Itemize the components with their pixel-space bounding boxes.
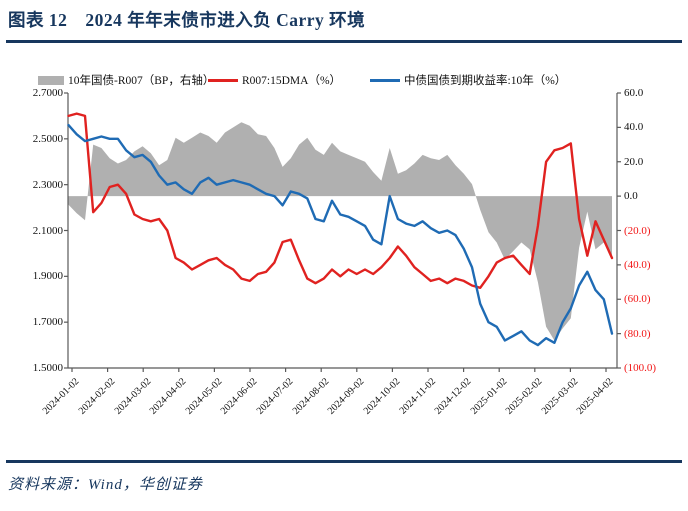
- left-axis-tick-label: 1.9000: [32, 270, 63, 283]
- red-line-swatch: [208, 78, 238, 82]
- source-note: 资料来源：Wind，华创证券: [8, 477, 203, 493]
- right-axis-tick-label: 20.0: [624, 155, 644, 168]
- right-axis-tick-label: (60.0): [624, 293, 651, 306]
- r007-15dma-line: [67, 112, 614, 289]
- plot-area: [64, 92, 621, 372]
- right-axis-tick-label: 0.0: [624, 190, 638, 203]
- left-axis-tick-label: 2.7000: [32, 87, 63, 99]
- title-divider: [6, 40, 682, 43]
- left-axis-tick-label: 2.3000: [32, 178, 63, 191]
- legend-item-10y-yield: 中债国债到期收益率:10年（%）: [370, 72, 566, 88]
- right-axis-tick-label: (40.0): [624, 258, 651, 271]
- left-axis-tick-label: 2.1000: [32, 224, 63, 237]
- figure-title: 图表 12 2024 年年末债市进入负 Carry 环境: [8, 10, 366, 30]
- right-axis-tick-label: (20.0): [624, 224, 651, 237]
- chart-legend: 10年国债-R007（BP，右轴） R007:15DMA（%） 中债国债到期收益…: [0, 72, 688, 90]
- left-axis-tick-label: 1.5000: [32, 362, 63, 374]
- blue-line-swatch: [370, 78, 400, 82]
- legend-item-r007: R007:15DMA（%）: [208, 72, 341, 88]
- left-axis-tick-label: 1.7000: [32, 316, 63, 329]
- right-axis-tick-label: 40.0: [624, 121, 644, 134]
- source-divider: [6, 460, 682, 463]
- legend-item-spread: 10年国债-R007（BP，右轴）: [38, 72, 214, 88]
- legend-label-spread: 10年国债-R007（BP，右轴）: [68, 75, 215, 87]
- legend-label-r007: R007:15DMA（%）: [242, 75, 342, 87]
- gray-area-swatch: [38, 75, 64, 85]
- cgb-10y-yield-line: [67, 123, 614, 347]
- left-axis-tick-label: 2.5000: [32, 132, 63, 145]
- legend-label-10y-yield: 中债国债到期收益率:10年（%）: [404, 75, 567, 87]
- right-axis-tick-label: (100.0): [624, 362, 657, 374]
- right-axis-tick-label: 60.0: [624, 87, 644, 99]
- spread-area: [68, 122, 612, 341]
- right-axis-tick-label: (80.0): [624, 327, 651, 340]
